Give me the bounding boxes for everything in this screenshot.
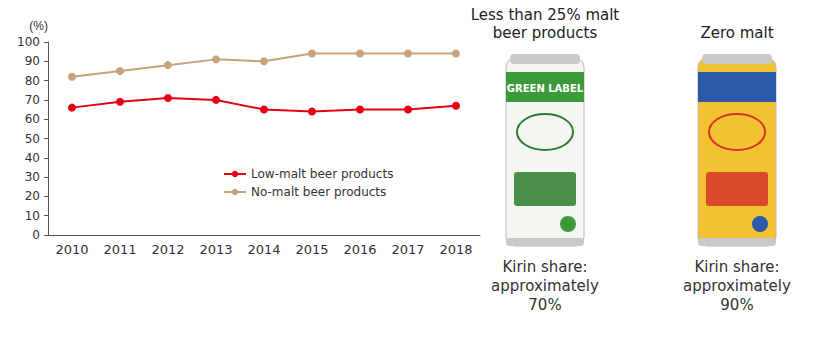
svg-text:60: 60 xyxy=(25,112,40,126)
svg-text:0: 0 xyxy=(32,228,40,242)
svg-text:2013: 2013 xyxy=(199,242,232,257)
svg-text:2016: 2016 xyxy=(343,242,376,257)
svg-text:40: 40 xyxy=(25,151,40,165)
svg-text:2017: 2017 xyxy=(391,242,424,257)
svg-text:2015: 2015 xyxy=(295,242,328,257)
html-text:Kirin share: approximately 90%: Kirin share: approximately 90% xyxy=(683,258,791,314)
svg-text:2010: 2010 xyxy=(55,242,88,257)
svg-text:10: 10 xyxy=(25,209,40,223)
svg-text:(%): (%) xyxy=(29,19,48,33)
svg-text:GREEN LABEL: GREEN LABEL xyxy=(507,83,584,94)
svg-text:20: 20 xyxy=(25,189,40,203)
svg-text:Low-malt beer products: Low-malt beer products xyxy=(251,167,393,181)
html-text:Zero malt: Zero malt xyxy=(700,24,774,42)
svg-text:50: 50 xyxy=(25,132,40,146)
svg-text:90: 90 xyxy=(25,54,40,68)
html-text:Less than 25% malt beer produc: Less than 25% malt beer products xyxy=(470,6,620,42)
svg-text:No-malt beer products: No-malt beer products xyxy=(251,185,386,199)
svg-text:2011: 2011 xyxy=(103,242,136,257)
svg-text:2012: 2012 xyxy=(151,242,184,257)
svg-text:2018: 2018 xyxy=(439,242,472,257)
svg-text:2014: 2014 xyxy=(247,242,280,257)
html-text:Kirin share: approximately 70%: Kirin share: approximately 70% xyxy=(491,258,599,314)
svg-text:30: 30 xyxy=(25,170,40,184)
svg-text:70: 70 xyxy=(25,93,40,107)
svg-text:100: 100 xyxy=(17,35,40,49)
svg-text:80: 80 xyxy=(25,74,40,88)
